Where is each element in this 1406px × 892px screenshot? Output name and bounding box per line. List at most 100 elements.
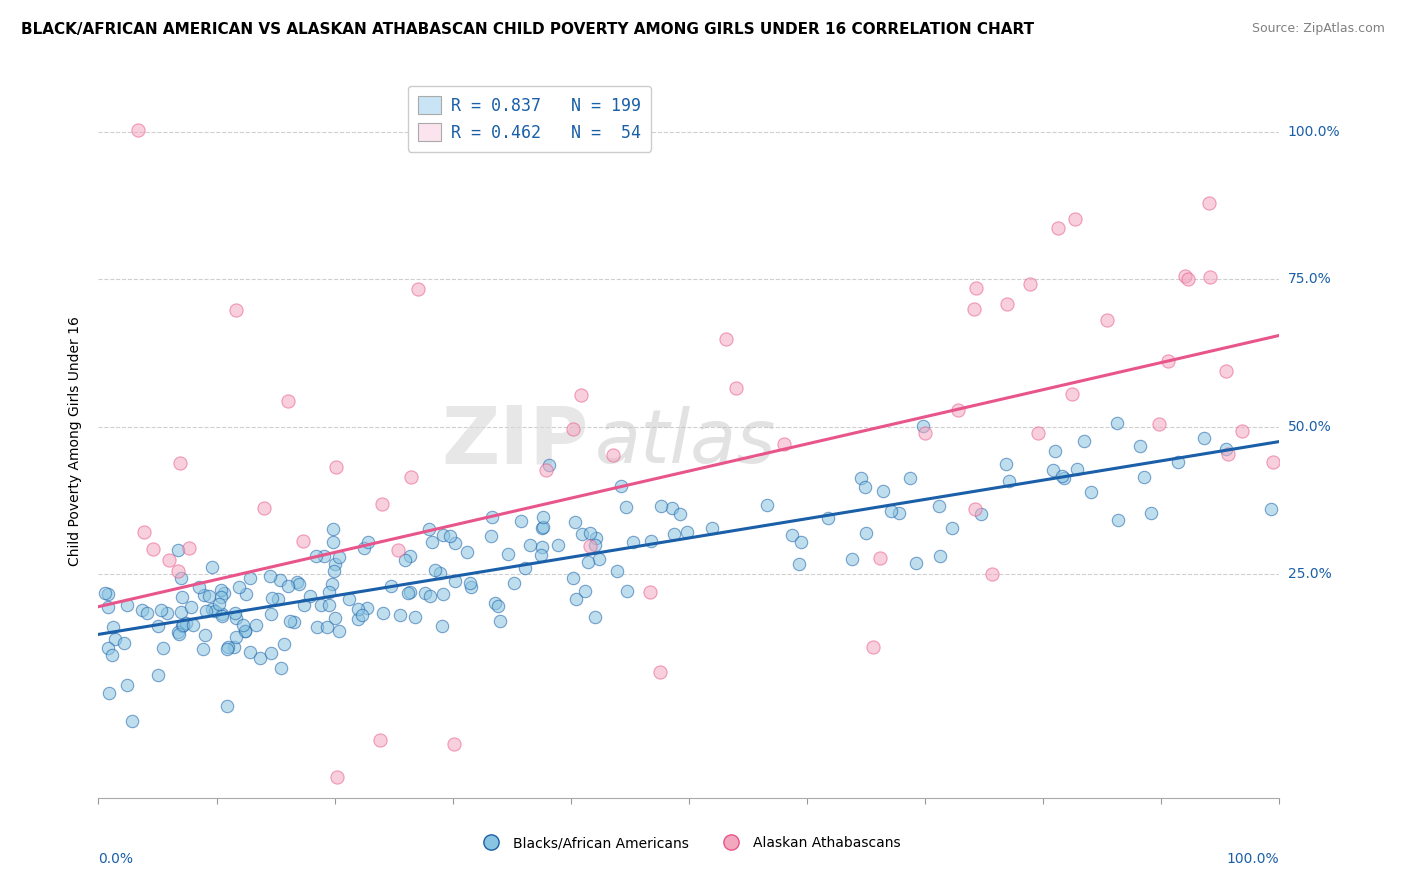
Point (322, 535, 344, 549)
Point (157, 553, 180, 567)
Point (277, 579, 299, 593)
Point (530, 548, 553, 562)
Point (583, 539, 606, 553)
Point (725, 381, 748, 395)
Point (215, 698, 238, 713)
Point (208, 598, 231, 612)
Point (443, 737, 465, 751)
Point (356, 601, 378, 615)
Point (273, 637, 295, 651)
Point (370, 732, 392, 747)
Point (325, 459, 347, 474)
Point (853, 480, 876, 494)
Text: 50.0%: 50.0% (1288, 420, 1331, 434)
Point (787, 558, 810, 572)
Point (443, 574, 465, 588)
Point (211, 607, 233, 621)
Point (267, 591, 290, 606)
Point (661, 500, 683, 515)
Point (1073, 434, 1095, 449)
Point (170, 605, 193, 619)
Point (259, 569, 281, 583)
Point (995, 457, 1018, 471)
Point (420, 535, 443, 549)
Point (398, 584, 420, 599)
Point (419, 589, 441, 603)
Point (640, 534, 662, 549)
Point (614, 500, 637, 514)
Point (1052, 471, 1074, 485)
Point (167, 627, 190, 641)
Point (299, 590, 322, 604)
Point (638, 585, 661, 599)
Point (323, 611, 346, 625)
Point (152, 640, 174, 655)
Text: Source: ZipAtlas.com: Source: ZipAtlas.com (1251, 22, 1385, 36)
Text: 100.0%: 100.0% (1227, 852, 1279, 866)
Point (995, 296, 1018, 310)
Point (1260, 501, 1282, 516)
Point (239, 645, 262, 659)
Point (328, 624, 350, 639)
Point (531, 510, 554, 524)
Point (439, 529, 461, 543)
Legend: Blacks/African Americans, Alaskan Athabascans: Blacks/African Americans, Alaskan Athaba… (471, 830, 907, 855)
Point (156, 606, 179, 620)
Point (1147, 417, 1170, 432)
Point (1095, 312, 1118, 326)
Point (928, 549, 950, 563)
Point (1192, 431, 1215, 445)
Point (117, 678, 139, 692)
Point (869, 551, 891, 566)
Point (898, 471, 921, 485)
Point (1177, 272, 1199, 286)
Point (1129, 439, 1152, 453)
Point (456, 544, 478, 558)
Point (253, 500, 276, 515)
Point (191, 642, 214, 657)
Point (946, 402, 969, 417)
Point (97, 599, 120, 614)
Point (914, 425, 936, 440)
Point (714, 332, 737, 346)
Point (398, 549, 420, 563)
Point (1167, 455, 1189, 469)
Point (233, 624, 256, 639)
Point (389, 608, 412, 623)
Point (371, 606, 394, 620)
Point (225, 630, 247, 644)
Point (121, 714, 143, 728)
Point (224, 606, 246, 620)
Point (228, 580, 250, 594)
Point (513, 560, 536, 574)
Point (197, 589, 219, 603)
Point (849, 471, 872, 485)
Point (217, 640, 239, 654)
Point (941, 521, 963, 535)
Point (406, 282, 429, 296)
Point (167, 565, 190, 579)
Point (288, 577, 311, 591)
Point (260, 647, 283, 661)
Point (423, 563, 446, 577)
Point (404, 610, 426, 624)
Point (588, 551, 610, 566)
Point (963, 302, 986, 317)
Point (214, 586, 236, 600)
Point (430, 618, 453, 632)
Point (394, 553, 416, 567)
Point (318, 585, 340, 599)
Point (610, 478, 633, 492)
Point (201, 601, 224, 615)
Point (172, 619, 194, 633)
Point (396, 586, 419, 600)
Point (169, 571, 191, 585)
Point (337, 592, 360, 607)
Point (489, 614, 512, 628)
Point (481, 510, 503, 524)
Point (239, 570, 262, 584)
Point (172, 590, 194, 604)
Point (1230, 425, 1253, 439)
Point (194, 627, 217, 641)
Point (460, 580, 482, 594)
